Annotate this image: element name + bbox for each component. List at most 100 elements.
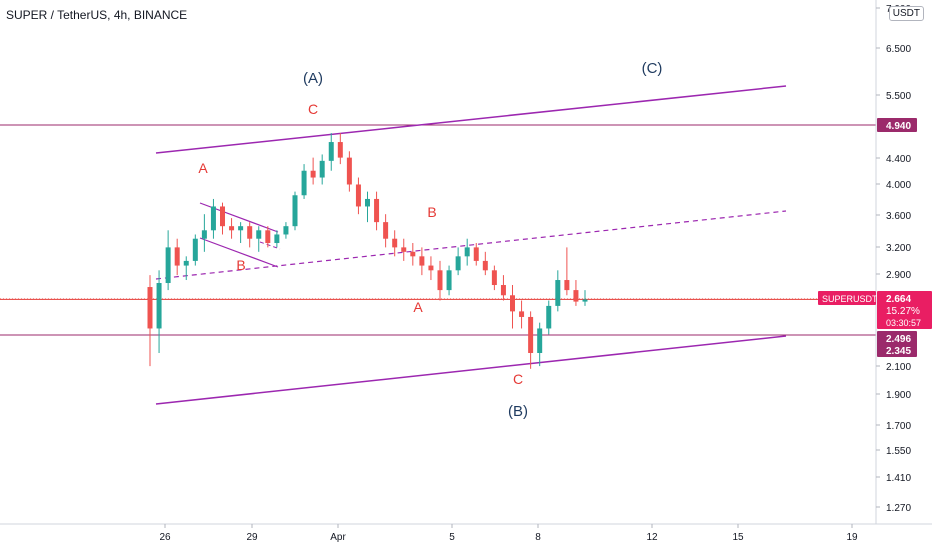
flag-lower-line: [199, 237, 279, 268]
candle-body: [419, 256, 425, 266]
channel-lower-line: [155, 335, 787, 405]
price-tick-label: 1.900: [886, 390, 911, 401]
price-badge: [877, 118, 917, 132]
price-tick-label: 3.200: [886, 243, 911, 254]
price-tick-label: 2.100: [886, 362, 911, 373]
channel-mid-line: [155, 210, 787, 280]
candle-body: [528, 316, 534, 353]
candle-body: [192, 238, 198, 261]
wave-label: B: [427, 204, 436, 220]
candle-body: [455, 256, 461, 271]
candle-body: [564, 280, 570, 291]
candle-body: [346, 157, 352, 185]
wave-label: (A): [303, 70, 323, 87]
candle-body: [491, 270, 497, 286]
candle-body: [437, 270, 443, 291]
candle-body: [410, 251, 416, 257]
candle-body: [510, 295, 515, 312]
candle-body: [265, 230, 271, 244]
wave-label: A: [413, 299, 423, 315]
price-badge-label: 4.940: [886, 121, 911, 132]
candle-body: [355, 184, 361, 207]
symbol-badge: [818, 291, 876, 305]
time-tick-label: 5: [449, 532, 455, 543]
horizontal-levels: [0, 124, 876, 336]
wave-label: A: [198, 160, 208, 176]
channel-upper-line: [155, 85, 787, 154]
candle-body: [537, 328, 543, 353]
last-price-badge: [877, 291, 932, 329]
candle-body: [401, 247, 407, 252]
candle-body: [337, 142, 343, 158]
candle-body: [292, 195, 298, 227]
candle-body: [519, 311, 525, 317]
candle-body: [274, 234, 280, 244]
price-tick-label: 2.900: [886, 270, 911, 281]
candle-body: [238, 226, 244, 231]
candle-body: [165, 247, 171, 284]
price-badge-label: 2.345: [886, 346, 911, 357]
candle-body: [147, 287, 153, 329]
time-tick-label: 12: [646, 532, 658, 543]
wave-label: (C): [642, 60, 663, 77]
candle-body: [256, 230, 262, 239]
price-badge: [877, 331, 917, 345]
candle-body: [301, 170, 307, 196]
candle-body: [310, 170, 316, 178]
price-badge: [877, 343, 917, 357]
time-tick-label: Apr: [330, 532, 346, 543]
bar-countdown: 03:30:57: [886, 318, 921, 328]
candle-body: [573, 290, 579, 302]
wave-label: (B): [508, 403, 528, 420]
time-tick-label: 26: [159, 532, 171, 543]
price-tick-label: 1.270: [886, 503, 911, 514]
candle-body: [229, 226, 235, 231]
symbol-title: SUPER / TetherUS, 4h, BINANCE: [6, 8, 188, 22]
candle-body: [201, 230, 207, 239]
time-tick-label: 8: [535, 532, 541, 543]
trend-lines: [155, 85, 787, 405]
price-tick-label: 4.400: [886, 154, 911, 165]
candle-body: [365, 198, 370, 207]
candle-body: [482, 260, 488, 271]
candle-body: [220, 206, 225, 227]
candle-body: [374, 198, 380, 223]
price-tick-label: 5.500: [886, 91, 911, 102]
candle-body: [464, 247, 470, 257]
candle-body: [319, 160, 325, 178]
time-axis[interactable]: 26 29 Apr 5 8 12 15 19: [159, 524, 858, 543]
candle-body: [446, 270, 452, 291]
wave-label: B: [236, 257, 245, 273]
time-tick-label: 19: [846, 532, 858, 543]
currency-unit-button[interactable]: USDT: [888, 6, 924, 21]
symbol-badge-label: SUPERUSDT: [822, 294, 878, 304]
candle-body: [156, 283, 162, 329]
wave-label: C: [513, 371, 523, 387]
candle-body: [328, 142, 334, 161]
price-tick-label: 3.600: [886, 211, 911, 222]
candle-body: [546, 305, 552, 329]
wave-label: C: [308, 101, 318, 117]
price-tick-label: 1.550: [886, 446, 911, 457]
flag-extension-line: [259, 241, 281, 250]
candle-body: [174, 247, 180, 266]
candle-body: [283, 226, 289, 235]
last-price-value: 2.664: [886, 294, 911, 305]
candle-body: [428, 265, 434, 271]
candles-group: [147, 133, 588, 369]
candle-body: [210, 206, 216, 231]
candle-body: [183, 260, 189, 266]
candle-body: [582, 299, 588, 302]
candle-body: [383, 222, 389, 239]
time-tick-label: 15: [732, 532, 744, 543]
price-badge-label: 2.496: [886, 334, 911, 345]
wave-labels: (A) (C) (B) C A B B A C: [198, 60, 662, 420]
price-tick-label: 4.000: [886, 180, 911, 191]
candle-body: [500, 285, 506, 296]
time-tick-label: 29: [246, 532, 258, 543]
candle-body: [473, 247, 479, 261]
